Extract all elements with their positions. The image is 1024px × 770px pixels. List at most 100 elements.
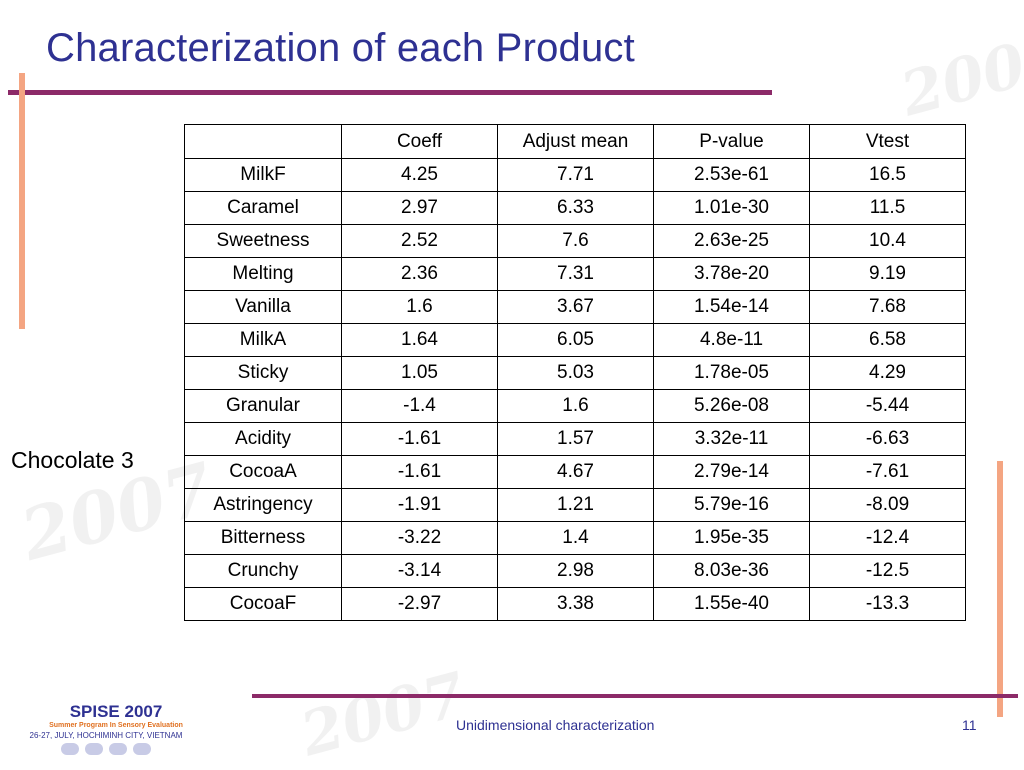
table-cell: 2.98 (497, 554, 654, 588)
attribute-name-cell: Sweetness (184, 224, 342, 258)
table-cell: 2.97 (341, 191, 498, 225)
table-cell: 5.26e-08 (653, 389, 810, 423)
logo-subtitle: Summer Program In Sensory Evaluation (49, 722, 183, 729)
table-cell: 1.21 (497, 488, 654, 522)
table-cell: -1.61 (341, 455, 498, 489)
table-cell: 1.78e-05 (653, 356, 810, 390)
sponsor-logo-icon (109, 743, 127, 755)
table-cell: 10.4 (809, 224, 966, 258)
table-cell: 7.6 (497, 224, 654, 258)
attribute-name-cell: Acidity (184, 422, 342, 456)
table-cell: 6.33 (497, 191, 654, 225)
title-underline-bar (8, 90, 772, 95)
table-cell: 1.6 (497, 389, 654, 423)
table-row: Crunchy -3.14 2.98 8.03e-36 -12.5 (184, 554, 966, 588)
table-cell: 1.54e-14 (653, 290, 810, 324)
table-cell: 4.67 (497, 455, 654, 489)
table-cell: 7.71 (497, 158, 654, 192)
table-cell: 2.79e-14 (653, 455, 810, 489)
table-header-cell: Coeff (341, 124, 498, 159)
table-cell: 2.36 (341, 257, 498, 291)
table-cell: 1.95e-35 (653, 521, 810, 555)
attribute-name-cell: Astringency (184, 488, 342, 522)
sponsor-logo-icon (85, 743, 103, 755)
table-cell: 1.01e-30 (653, 191, 810, 225)
right-accent-bar (997, 461, 1003, 717)
table-cell: 11.5 (809, 191, 966, 225)
table-cell: 3.67 (497, 290, 654, 324)
table-cell: 3.38 (497, 587, 654, 621)
table-cell: 1.4 (497, 521, 654, 555)
logo-title: SPISE 2007 (69, 702, 163, 721)
table-cell: 4.8e-11 (653, 323, 810, 357)
table-cell: 16.5 (809, 158, 966, 192)
footer-section-title: Unidimensional characterization (456, 717, 655, 733)
attribute-name-cell: Granular (184, 389, 342, 423)
table-cell: 3.32e-11 (653, 422, 810, 456)
table-cell: -12.4 (809, 521, 966, 555)
attribute-name-cell: CocoaA (184, 455, 342, 489)
table-header-cell: Adjust mean (497, 124, 654, 159)
table-cell: 1.57 (497, 422, 654, 456)
table-cell: -1.4 (341, 389, 498, 423)
attribute-name-cell: Caramel (184, 191, 342, 225)
sponsor-logo-icon (133, 743, 151, 755)
attribute-name-cell: CocoaF (184, 587, 342, 621)
table-row: Caramel 2.97 6.33 1.01e-30 11.5 (184, 191, 966, 225)
table-row: Sweetness 2.52 7.6 2.63e-25 10.4 (184, 224, 966, 258)
table-row: Bitterness -3.22 1.4 1.95e-35 -12.4 (184, 521, 966, 555)
attribute-name-cell: MilkF (184, 158, 342, 192)
table-row: Granular -1.4 1.6 5.26e-08 -5.44 (184, 389, 966, 423)
table-cell: -3.22 (341, 521, 498, 555)
attribute-name-cell: Vanilla (184, 290, 342, 324)
table-cell: 5.79e-16 (653, 488, 810, 522)
logo-place: 26-27, JULY, HOCHIMINH CITY, VIETNAM (29, 731, 183, 740)
table-cell: 2.63e-25 (653, 224, 810, 258)
table-cell: 3.78e-20 (653, 257, 810, 291)
background-watermark: 2007 (893, 19, 1024, 131)
table-header-cell: P-value (653, 124, 810, 159)
table-cell: 2.53e-61 (653, 158, 810, 192)
table-cell: -13.3 (809, 587, 966, 621)
table-row: Astringency -1.91 1.21 5.79e-16 -8.09 (184, 488, 966, 522)
table-row: Acidity -1.61 1.57 3.32e-11 -6.63 (184, 422, 966, 456)
table-cell: 6.05 (497, 323, 654, 357)
table-cell: 6.58 (809, 323, 966, 357)
table-header-cell (184, 124, 342, 159)
table-body: MilkF 4.25 7.71 2.53e-61 16.5 Caramel 2.97 6.33… (184, 158, 966, 621)
table-cell: 1.6 (341, 290, 498, 324)
table-cell: -5.44 (809, 389, 966, 423)
page-number: 11 (962, 717, 977, 733)
table-row: Vanilla 1.6 3.67 1.54e-14 7.68 (184, 290, 966, 324)
attribute-name-cell: Bitterness (184, 521, 342, 555)
table-cell: 4.25 (341, 158, 498, 192)
table-cell: 4.29 (809, 356, 966, 390)
table-row: Melting 2.36 7.31 3.78e-20 9.19 (184, 257, 966, 291)
attribute-name-cell: MilkA (184, 323, 342, 357)
sponsor-logos (6, 743, 206, 755)
spise-logo: SPISE 2007 Summer Program In Sensory Eva… (6, 702, 206, 755)
table-cell: 5.03 (497, 356, 654, 390)
table-cell: 2.52 (341, 224, 498, 258)
table-cell: -3.14 (341, 554, 498, 588)
table-cell: 1.05 (341, 356, 498, 390)
table-cell: -1.61 (341, 422, 498, 456)
table-cell: -2.97 (341, 587, 498, 621)
slide-title: Characterization of each Product (46, 26, 635, 70)
attribute-name-cell: Melting (184, 257, 342, 291)
attribute-name-cell: Sticky (184, 356, 342, 390)
table-cell: 1.55e-40 (653, 587, 810, 621)
table-row: CocoaA -1.61 4.67 2.79e-14 -7.61 (184, 455, 966, 489)
table-row: MilkF 4.25 7.71 2.53e-61 16.5 (184, 158, 966, 192)
table-cell: 7.31 (497, 257, 654, 291)
attribute-name-cell: Crunchy (184, 554, 342, 588)
table-cell: -6.63 (809, 422, 966, 456)
product-label: Chocolate 3 (11, 447, 134, 473)
table-row: MilkA 1.64 6.05 4.8e-11 6.58 (184, 323, 966, 357)
table-cell: 9.19 (809, 257, 966, 291)
sponsor-logo-icon (61, 743, 79, 755)
table-header-cell: Vtest (809, 124, 966, 159)
table-cell: 7.68 (809, 290, 966, 324)
table-row: Sticky 1.05 5.03 1.78e-05 4.29 (184, 356, 966, 390)
table-cell: 8.03e-36 (653, 554, 810, 588)
